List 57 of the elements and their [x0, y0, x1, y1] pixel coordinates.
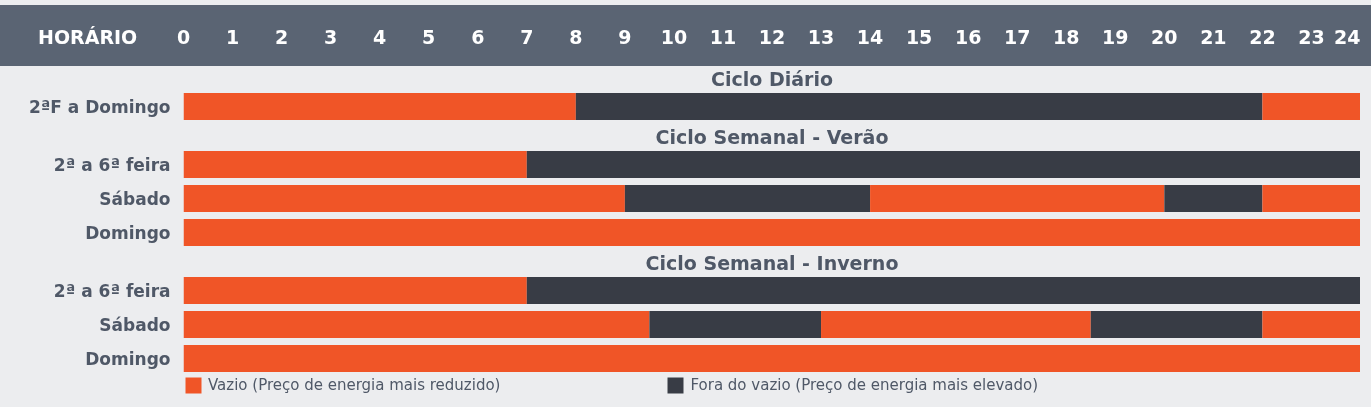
x-tick-label: 8	[569, 25, 583, 48]
bar	[526, 277, 1360, 304]
x-tick-label: 22	[1249, 25, 1276, 48]
x-tick-label: 11	[709, 25, 737, 48]
bar	[1164, 185, 1263, 212]
bar	[624, 185, 871, 212]
y-tick-label: 2ªF a Domingo	[28, 96, 171, 117]
x-tick-label: 24	[1334, 25, 1361, 48]
bar	[1090, 311, 1263, 338]
x-tick-label: 23	[1298, 25, 1325, 48]
bar	[183, 185, 625, 212]
bar	[575, 93, 1263, 120]
bar	[183, 311, 650, 338]
bar	[821, 311, 1091, 338]
y-tick-label: Sábado	[99, 314, 171, 335]
bar	[183, 345, 1360, 372]
x-tick-label: 14	[856, 25, 884, 48]
y-tick-label: Domingo	[85, 348, 171, 369]
y-tick-label: Sábado	[99, 188, 171, 209]
legend-label: Fora do vazio (Preço de energia mais elevado)	[690, 375, 1039, 395]
x-tick-label: 4	[373, 25, 387, 48]
x-tick-label: 20	[1151, 25, 1178, 48]
x-tick-label: 16	[954, 25, 982, 48]
y-tick-label: 2ª a 6ª feira	[53, 154, 171, 175]
bar	[870, 185, 1165, 212]
bar	[649, 311, 822, 338]
x-tick-label: 17	[1003, 25, 1031, 48]
bar	[526, 151, 1360, 178]
y-tick-label: Domingo	[85, 222, 171, 243]
x-tick-label: 2	[274, 25, 289, 48]
bar	[1262, 311, 1360, 338]
chart-title: Ciclo Semanal - Inverno	[645, 251, 899, 274]
x-tick-label: 7	[520, 25, 534, 48]
text: Ciclo Diário	[711, 67, 833, 90]
chart-title: Ciclo Semanal - Verão	[655, 125, 889, 148]
bar	[183, 93, 576, 120]
x-tick-label: 1	[225, 25, 240, 48]
x-tick-label: 10	[660, 25, 688, 48]
x-tick-label: 9	[618, 25, 632, 48]
y-tick-label: 2ª a 6ª feira	[53, 280, 171, 301]
x-tick-label: 19	[1102, 25, 1129, 48]
x-tick-label: 21	[1200, 25, 1227, 48]
x-tick-label: 12	[758, 25, 786, 48]
x-tick-label: 13	[807, 25, 835, 48]
bar	[1262, 93, 1360, 120]
x-axis-title: HORÁRIO	[38, 26, 138, 48]
x-tick-label: 0	[176, 25, 191, 48]
x-tick-label: 18	[1053, 25, 1080, 48]
x-tick-label: 15	[905, 25, 933, 48]
legend-label: Vazio (Preço de energia mais reduzido)	[208, 375, 501, 395]
bar	[183, 151, 527, 178]
bar	[1262, 185, 1360, 212]
x-tick-label: 6	[471, 25, 485, 48]
bar	[183, 277, 527, 304]
x-tick-label: 3	[324, 25, 338, 48]
x-tick-label: 5	[422, 25, 436, 48]
bar	[183, 219, 1360, 246]
